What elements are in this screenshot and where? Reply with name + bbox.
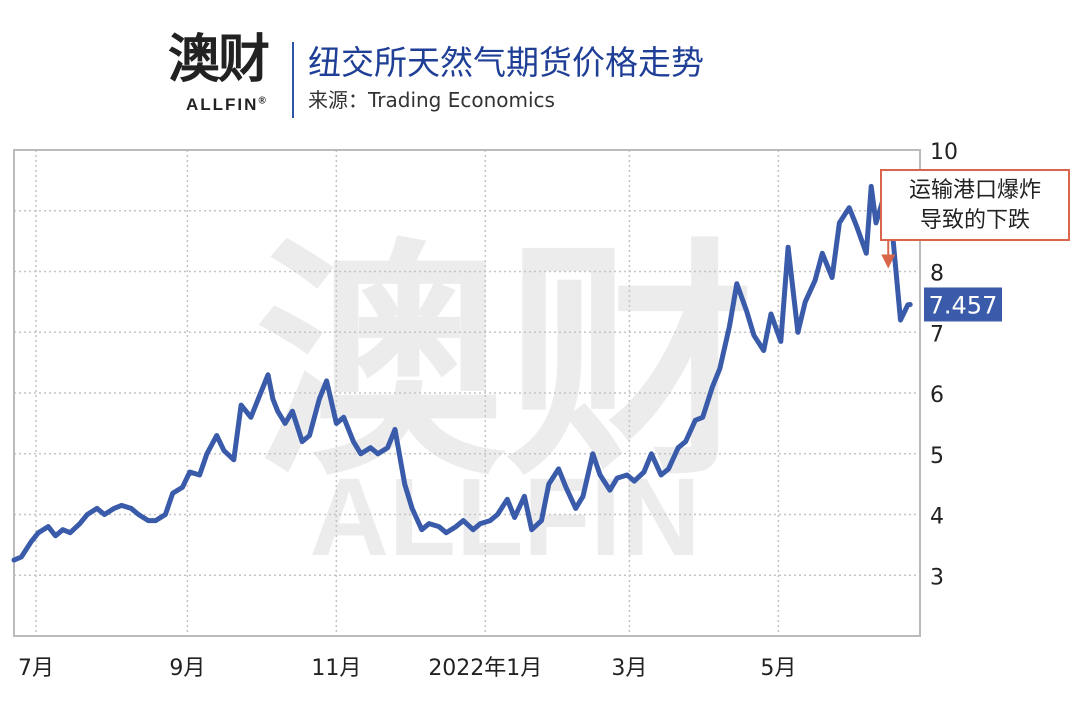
y-tick-label: 4 <box>930 505 944 530</box>
series-line-natural-gas <box>11 183 913 563</box>
chart-source: 来源：Trading Economics <box>308 88 555 112</box>
x-tick-label: 9月 <box>169 656 205 681</box>
logo-chinese: 澳财 <box>168 30 270 90</box>
x-tick-label: 2022年1月 <box>428 656 542 681</box>
annotation-arrow-head <box>881 254 896 269</box>
x-axis-ticks: 7月 9月 11月 2022年1月 3月 5月 <box>18 656 796 681</box>
x-tick-label: 11月 <box>311 656 361 681</box>
y-axis-ticks: 3 4 5 6 7 8 10 <box>930 140 958 590</box>
last-value-text: 7.457 <box>929 291 998 319</box>
annotation-arrow <box>881 241 896 269</box>
y-tick-label: 6 <box>930 383 944 408</box>
watermark: 澳财 ALLFIN <box>255 218 755 579</box>
chart-header: 澳财 ALLFIN® 纽交所天然气期货价格走势 来源：Trading Econo… <box>0 0 1080 140</box>
annotation-line-2: 导致的下跌 <box>919 208 1030 233</box>
annotation-box: 运输港口爆炸 导致的下跌 <box>880 169 1070 241</box>
logo-english-text: ALLFIN <box>186 95 259 114</box>
x-tick-label: 5月 <box>760 656 796 681</box>
registered-mark: ® <box>258 95 268 107</box>
chart-title: 纽交所天然气期货价格走势 <box>308 43 704 82</box>
y-tick-label: 10 <box>930 140 958 165</box>
x-tick-label: 7月 <box>18 656 54 681</box>
y-tick-label: 5 <box>930 444 944 469</box>
y-tick-label: 7 <box>930 322 944 347</box>
x-tick-label: 3月 <box>611 656 647 681</box>
watermark-english: ALLFIN <box>309 456 700 579</box>
header-divider <box>292 42 294 118</box>
y-tick-label: 3 <box>930 565 944 590</box>
last-value-label: 7.457 <box>924 287 1002 322</box>
y-tick-label: 8 <box>930 262 944 287</box>
logo-english: ALLFIN® <box>186 95 268 115</box>
plot-border <box>13 149 921 637</box>
last-value-bg <box>924 287 1002 322</box>
annotation-line-1: 运输港口爆炸 <box>908 178 1041 203</box>
